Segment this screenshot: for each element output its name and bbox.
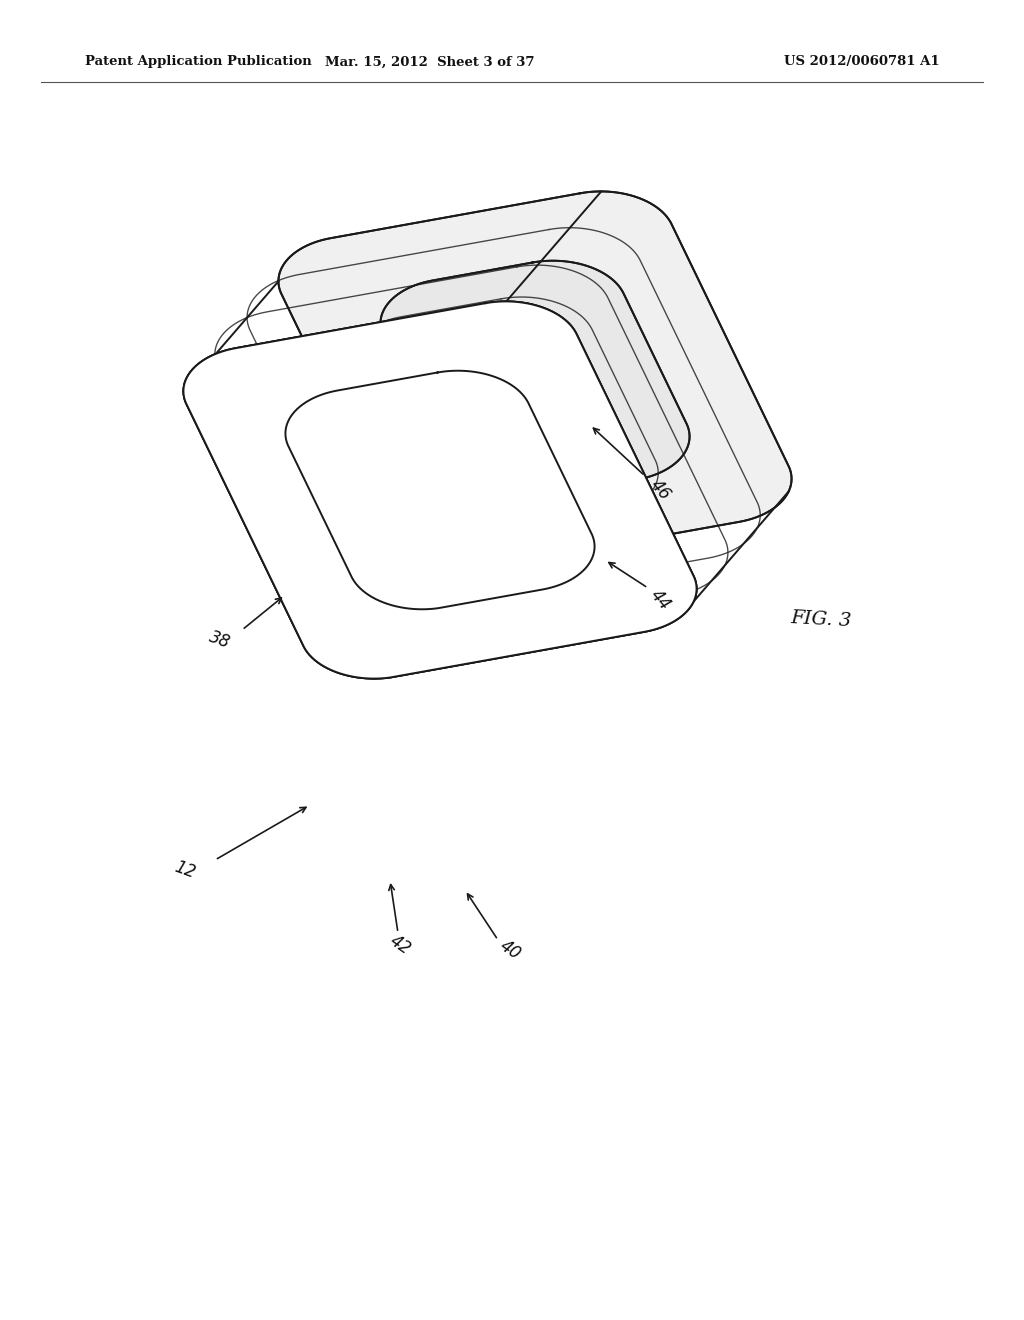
Polygon shape [286,261,689,610]
Text: 38: 38 [207,628,233,652]
Text: 46: 46 [646,477,674,504]
Polygon shape [183,301,696,678]
Text: 40: 40 [497,936,524,964]
Text: US 2012/0060781 A1: US 2012/0060781 A1 [784,55,940,69]
Text: Mar. 15, 2012  Sheet 3 of 37: Mar. 15, 2012 Sheet 3 of 37 [326,55,535,69]
Polygon shape [183,191,792,678]
Polygon shape [286,371,595,610]
Text: 44: 44 [646,586,674,614]
Polygon shape [183,301,696,678]
Polygon shape [286,371,595,610]
Text: Patent Application Publication: Patent Application Publication [85,55,311,69]
Text: 42: 42 [386,932,414,958]
Polygon shape [183,301,696,678]
Text: 12: 12 [172,858,198,882]
Polygon shape [286,371,595,610]
Text: FIG. 3: FIG. 3 [790,610,852,631]
